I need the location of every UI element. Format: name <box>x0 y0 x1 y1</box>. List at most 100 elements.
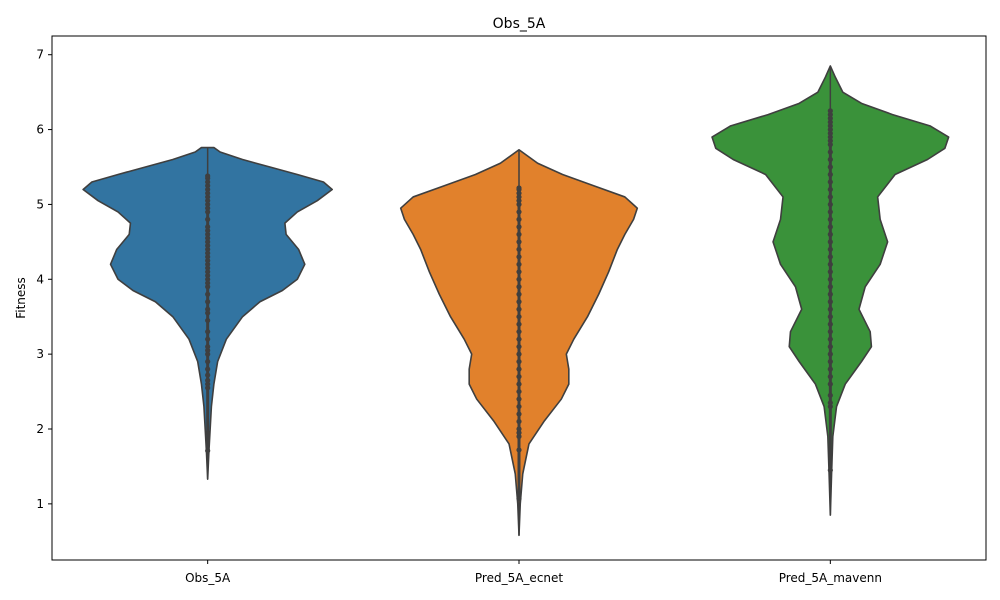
data-point <box>516 201 522 208</box>
data-point <box>205 224 211 230</box>
data-point <box>205 198 211 204</box>
x-axis-ticks: Obs_5A Pred_5A_ecnet Pred_5A_mavenn <box>185 560 882 585</box>
y-axis-ticks: 1 2 3 4 5 6 7 <box>36 48 52 511</box>
data-point <box>205 366 211 372</box>
data-point <box>205 186 211 193</box>
y-tick-label: 2 <box>36 422 44 436</box>
violin-pred-5a-mavenn <box>711 65 950 516</box>
data-point <box>516 321 522 327</box>
data-point <box>827 306 833 312</box>
data-point <box>827 374 833 380</box>
data-point <box>827 141 833 148</box>
data-point <box>516 433 522 440</box>
data-point <box>205 173 211 179</box>
data-point <box>516 430 522 436</box>
data-point <box>205 280 211 286</box>
data-point <box>205 228 211 234</box>
data-point <box>516 336 522 342</box>
x-tick-label: Obs_5A <box>185 571 231 585</box>
data-point <box>827 216 833 222</box>
data-point <box>205 265 211 271</box>
data-point <box>205 344 211 350</box>
data-point <box>827 261 833 267</box>
data-point <box>205 209 211 215</box>
y-tick-label: 7 <box>36 48 44 62</box>
data-point <box>205 235 211 241</box>
data-point <box>516 276 522 282</box>
data-point <box>516 418 522 425</box>
violin-pred-5a-ecnet <box>399 148 639 537</box>
y-tick-label: 1 <box>36 497 44 511</box>
data-point <box>516 246 522 252</box>
data-point <box>516 447 522 453</box>
data-point <box>205 329 211 335</box>
data-point <box>205 201 211 208</box>
data-point <box>205 377 211 383</box>
data-point <box>827 115 833 121</box>
data-point <box>205 351 211 357</box>
data-point <box>516 403 522 410</box>
data-point <box>516 261 522 267</box>
data-point <box>516 224 522 230</box>
data-point <box>205 239 211 245</box>
data-point <box>516 344 522 350</box>
data-point <box>827 314 833 320</box>
plot-frame <box>51 35 987 561</box>
data-point <box>516 185 522 191</box>
data-point <box>205 190 211 196</box>
data-point <box>827 138 833 144</box>
data-point <box>827 231 833 237</box>
data-point <box>827 400 833 406</box>
data-point <box>205 372 211 378</box>
data-point <box>516 231 522 237</box>
y-axis-label: Fitness <box>14 277 28 319</box>
data-point <box>205 243 211 249</box>
data-point <box>516 216 522 222</box>
data-point <box>827 201 833 208</box>
data-point <box>516 269 522 275</box>
data-point <box>827 119 833 125</box>
data-point <box>827 329 833 335</box>
data-point <box>205 317 211 324</box>
data-point <box>205 347 211 353</box>
violin-obs-5a <box>82 146 333 480</box>
y-tick-label: 5 <box>36 197 44 211</box>
data-point <box>827 123 833 129</box>
data-point <box>516 426 522 432</box>
data-point <box>516 388 522 395</box>
data-point <box>205 250 211 256</box>
data-point <box>827 291 833 297</box>
data-point <box>205 216 211 222</box>
data-point <box>516 291 522 297</box>
data-point <box>205 276 211 282</box>
y-tick-label: 3 <box>36 347 44 361</box>
data-point <box>205 359 211 365</box>
x-tick-label: Pred_5A_ecnet <box>475 571 564 585</box>
data-point <box>827 269 833 275</box>
data-point <box>205 257 211 264</box>
data-point <box>827 171 833 178</box>
data-point <box>827 134 833 140</box>
data-point <box>516 374 522 380</box>
data-point <box>205 246 211 252</box>
data-point <box>205 284 211 290</box>
data-point <box>205 254 211 260</box>
data-point <box>516 351 522 357</box>
data-point <box>827 149 833 155</box>
chart-title: Obs_5A <box>493 16 546 32</box>
data-point <box>516 496 522 502</box>
violins-group <box>82 65 950 537</box>
data-point <box>827 366 833 372</box>
data-point <box>827 359 833 365</box>
data-point <box>205 336 211 342</box>
data-point <box>827 284 833 290</box>
data-point <box>205 306 211 312</box>
data-point <box>205 299 211 305</box>
data-point <box>516 284 522 290</box>
data-point <box>827 186 833 193</box>
data-point <box>205 179 211 185</box>
data-point <box>827 156 833 163</box>
data-point <box>205 310 211 316</box>
data-point <box>827 351 833 357</box>
